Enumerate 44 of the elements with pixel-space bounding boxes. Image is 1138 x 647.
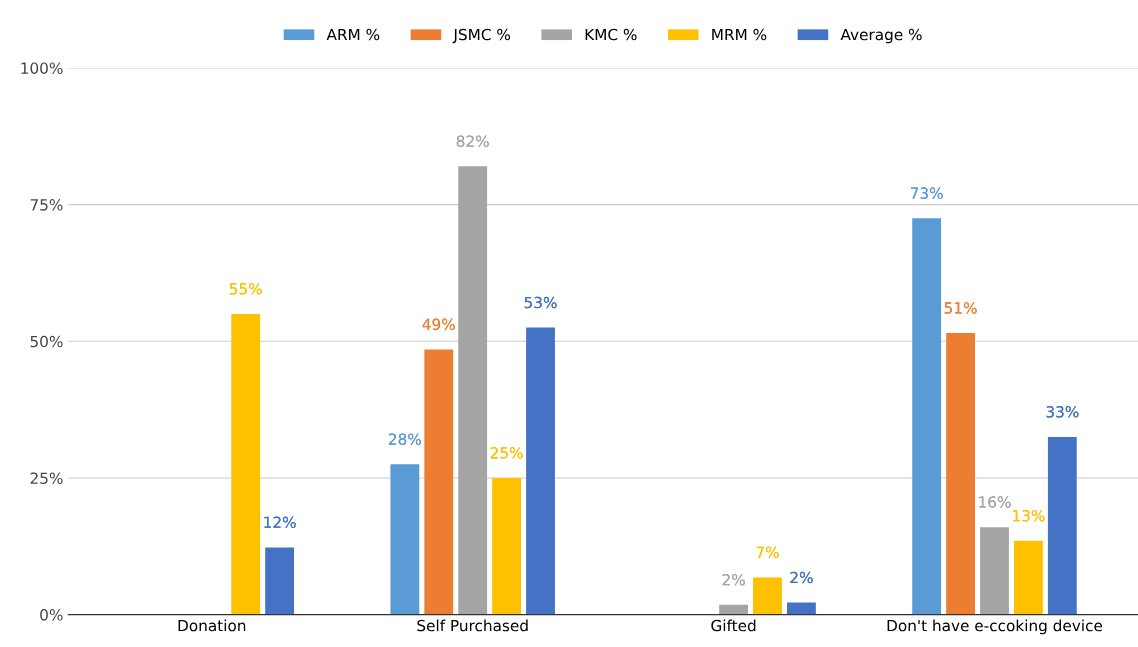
y-tick-label: 75% [30,199,63,211]
bar [912,218,942,615]
bar [787,602,816,615]
data-label: 73% [910,187,943,199]
data-label: 2% [722,573,745,586]
data-label: 25% [490,447,523,459]
data-label: 13% [1013,509,1045,522]
bar [753,577,782,615]
data-label: 33% [1046,406,1079,418]
x-tick-label: Self Purchased [417,619,528,632]
bar [1047,436,1077,615]
y-tick-label: 0% [40,609,63,621]
data-label: 55% [229,283,262,295]
bar [980,527,1009,615]
data-label: 7% [756,546,779,559]
bar [424,349,454,615]
x-tick-label: Don't have e-ccoking device [887,619,1103,635]
bar [265,547,295,615]
y-tick-label: 25% [30,472,63,484]
data-label: 51% [944,302,977,314]
y-tick-label: 100% [21,62,63,74]
bar [1014,540,1043,615]
data-label: 16% [979,496,1011,508]
legend-label: ARM % [326,28,380,41]
bar [492,477,522,615]
data-label: 82% [456,135,489,147]
data-label: 28% [388,433,421,445]
bar [946,333,975,615]
legend-label: KMC % [585,28,637,41]
bar [458,166,488,615]
bar [719,604,749,615]
legend-label: MRM % [712,28,767,41]
y-tick-label: 50% [30,335,63,348]
x-tick-label: Donation [178,619,246,632]
bar [390,464,420,615]
bar [526,327,555,615]
legend-label: Average % [840,28,922,44]
x-tick-label: Gifted [711,619,756,632]
data-label: 12% [264,516,296,529]
data-label: 2% [790,571,813,584]
data-label: 53% [524,296,557,309]
data-label: 49% [422,318,455,331]
bar [231,313,261,615]
legend-label: JSMC % [452,28,511,44]
